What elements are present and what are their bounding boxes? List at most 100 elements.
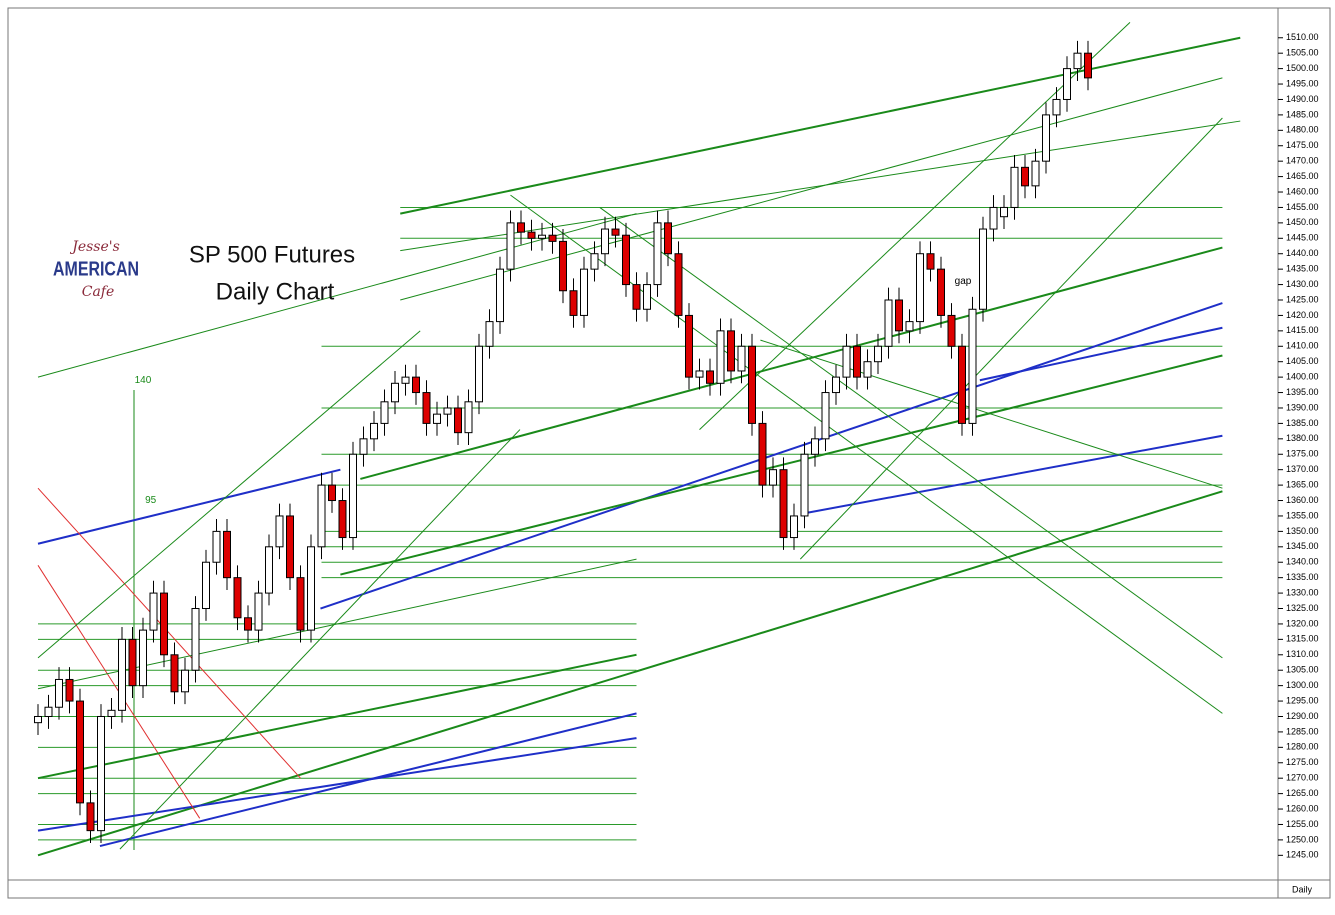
candle-body — [842, 345, 851, 378]
y-tick-label: 1480.00 — [1286, 125, 1319, 135]
candle-body — [979, 228, 987, 310]
candle-body — [905, 321, 914, 332]
y-tick-label: 1490.00 — [1286, 94, 1319, 104]
y-tick-label: 1365.00 — [1286, 479, 1319, 489]
candle-body — [1000, 206, 1008, 218]
y-tick-label: 1340.00 — [1286, 557, 1319, 567]
candle-body — [65, 678, 74, 702]
candle-body — [212, 530, 221, 563]
candle-body — [475, 345, 483, 403]
trend-line — [37, 487, 301, 779]
candle-body — [853, 345, 861, 378]
y-tick-label: 1390.00 — [1286, 402, 1319, 412]
candle-body — [433, 413, 441, 424]
y-tick-label: 1260.00 — [1286, 803, 1319, 813]
candle-body — [748, 345, 756, 424]
candle-body — [265, 546, 273, 594]
candle-body — [296, 577, 305, 631]
candle-body — [286, 515, 294, 579]
trend-line — [37, 558, 637, 690]
y-tick-label: 1330.00 — [1286, 587, 1319, 597]
candle-body — [674, 253, 683, 316]
candle-body — [76, 700, 84, 804]
y-tick-label: 1430.00 — [1286, 279, 1319, 289]
candle-body — [506, 222, 515, 270]
y-tick-label: 1475.00 — [1286, 140, 1319, 150]
annotation: 95 — [145, 495, 157, 506]
y-tick-label: 1325.00 — [1286, 603, 1319, 613]
candle-body — [559, 240, 567, 292]
candle-body — [1042, 114, 1050, 162]
y-tick-label: 1305.00 — [1286, 665, 1319, 675]
candle-body — [926, 253, 935, 270]
candle-body — [1063, 68, 1071, 100]
candle-body — [947, 314, 956, 347]
logo-line: Cafe — [82, 284, 115, 300]
trend-line — [37, 468, 341, 545]
candle-body — [811, 438, 819, 455]
y-tick-label: 1455.00 — [1286, 202, 1319, 212]
y-tick-label: 1385.00 — [1286, 418, 1319, 428]
chart-subtitle: Daily Chart — [216, 278, 335, 305]
y-tick-label: 1450.00 — [1286, 217, 1319, 227]
candle-body — [233, 577, 242, 619]
candle-body — [632, 284, 641, 310]
y-tick-label: 1335.00 — [1286, 572, 1319, 582]
candle-body — [1031, 160, 1040, 187]
y-tick-label: 1395.00 — [1286, 387, 1319, 397]
y-tick-label: 1510.00 — [1286, 32, 1319, 42]
candle-body — [863, 361, 872, 378]
period-label: Daily — [1292, 884, 1313, 894]
y-tick-label: 1300.00 — [1286, 680, 1319, 690]
trend-line — [119, 429, 521, 850]
candle-body — [317, 484, 326, 548]
candle-body — [401, 376, 410, 384]
candle-body — [34, 715, 42, 724]
candle-body — [601, 228, 609, 255]
candle-body — [149, 592, 158, 631]
trend-line — [37, 737, 637, 832]
candle-body — [160, 592, 168, 656]
y-tick-label: 1405.00 — [1286, 356, 1319, 366]
y-tick-label: 1250.00 — [1286, 834, 1319, 844]
logo-line: Jesse's — [69, 239, 120, 255]
candle-body — [244, 617, 252, 631]
y-tick-label: 1310.00 — [1286, 649, 1319, 659]
logo: Jesse's AMERICAN Cafe — [53, 239, 139, 300]
candle-body — [370, 422, 378, 440]
frame — [7, 7, 1331, 899]
y-tick-label: 1320.00 — [1286, 618, 1319, 628]
candle-body — [443, 407, 452, 415]
candle-body — [706, 370, 714, 384]
candle-body — [590, 253, 599, 270]
candle-body — [527, 231, 536, 239]
trend-line — [400, 120, 1241, 252]
candle-body — [695, 370, 704, 378]
annotation: gap — [955, 276, 972, 287]
trend-line — [37, 213, 637, 378]
candle-body — [86, 802, 95, 832]
y-tick-label: 1470.00 — [1286, 156, 1319, 166]
y-tick-label: 1285.00 — [1286, 726, 1319, 736]
trend-line — [340, 354, 1223, 576]
candle-body — [107, 709, 116, 717]
y-tick-label: 1315.00 — [1286, 634, 1319, 644]
candle-body — [716, 330, 725, 384]
candle-body — [653, 222, 662, 286]
y-tick-label: 1270.00 — [1286, 773, 1319, 783]
candle-body — [254, 592, 263, 631]
candles — [34, 40, 1092, 843]
y-tick-label: 1410.00 — [1286, 341, 1319, 351]
y-tick-label: 1245.00 — [1286, 850, 1319, 860]
y-tick-label: 1275.00 — [1286, 757, 1319, 767]
candle-body — [548, 234, 557, 242]
candle-body — [538, 234, 546, 239]
candle-body — [958, 345, 966, 424]
candle-body — [664, 222, 672, 255]
candle-body — [391, 382, 399, 403]
y-tick-label: 1415.00 — [1286, 325, 1319, 335]
y-tick-label: 1495.00 — [1286, 78, 1319, 88]
candle-body — [769, 469, 777, 486]
candle-body — [916, 253, 924, 323]
logo-line: AMERICAN — [53, 258, 139, 280]
